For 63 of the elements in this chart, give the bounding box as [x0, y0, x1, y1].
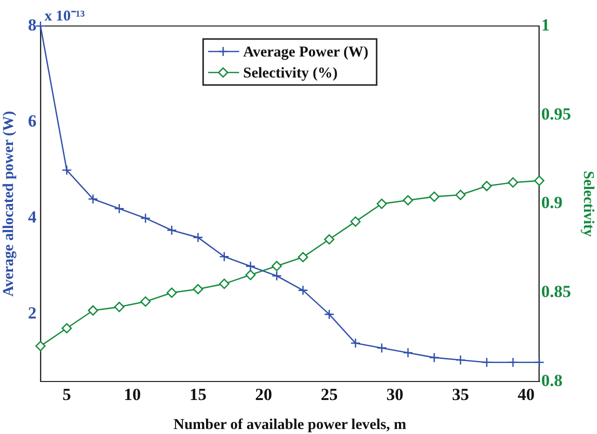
point — [272, 260, 282, 272]
legend-label: Selectivity (%) — [243, 65, 338, 82]
y2-tick-label: 0.8 — [541, 370, 562, 390]
y-tick-label: 6 — [28, 112, 36, 130]
y2-tick-label: 1 — [541, 15, 550, 34]
point — [324, 309, 334, 320]
point — [192, 284, 204, 294]
x-tick-label: 25 — [320, 385, 338, 404]
point — [534, 176, 544, 186]
legend-label: Average Power (W) — [243, 44, 368, 60]
point — [88, 305, 98, 316]
y-tick-label: 4 — [28, 208, 37, 227]
y-axis-title: Average allocated power (W) — [0, 110, 17, 297]
point — [455, 190, 466, 200]
point — [192, 232, 204, 243]
point — [298, 252, 308, 262]
point — [140, 296, 151, 307]
x-tick-label: 10 — [124, 385, 141, 404]
x-tick-label: 20 — [255, 385, 272, 404]
point — [376, 198, 387, 209]
point — [455, 354, 466, 366]
y2-tick-label: 0.95 — [541, 104, 571, 124]
point — [429, 352, 440, 363]
point — [245, 270, 256, 280]
x-tick-label: 15 — [190, 385, 206, 404]
x-tick-label: 5 — [62, 385, 71, 404]
point — [88, 194, 98, 204]
point — [35, 20, 46, 32]
point — [245, 261, 256, 272]
point — [402, 195, 414, 206]
point — [482, 180, 492, 192]
text: x 10⁻¹³ — [44, 8, 86, 24]
point — [272, 270, 282, 282]
x-tick-label: 35 — [452, 385, 469, 404]
point — [140, 213, 151, 224]
y2-tick-label: 0.9 — [541, 193, 562, 212]
point — [376, 342, 387, 354]
point — [219, 278, 230, 289]
point — [324, 234, 334, 245]
point — [298, 285, 308, 296]
point — [534, 357, 544, 368]
y2-axis-title: Selectivity — [580, 170, 596, 238]
point — [35, 340, 46, 352]
y-tick-label: 8 — [28, 15, 36, 34]
point — [62, 323, 72, 334]
point — [166, 225, 177, 236]
point — [402, 348, 414, 358]
point — [350, 216, 361, 227]
point — [482, 357, 492, 368]
point — [166, 288, 177, 298]
point — [114, 302, 124, 312]
x-tick-label: 30 — [386, 385, 404, 404]
x-tick-label: 40 — [518, 385, 535, 404]
point — [350, 338, 361, 348]
point — [114, 203, 124, 214]
point — [62, 165, 72, 176]
x-axis-title: Number of available power levels, m — [173, 416, 407, 433]
point — [429, 192, 440, 202]
y2-tick-label: 0.85 — [541, 282, 571, 302]
point — [508, 177, 518, 188]
point — [508, 357, 518, 368]
y-tick-label: 2 — [28, 304, 36, 323]
point — [219, 252, 230, 262]
